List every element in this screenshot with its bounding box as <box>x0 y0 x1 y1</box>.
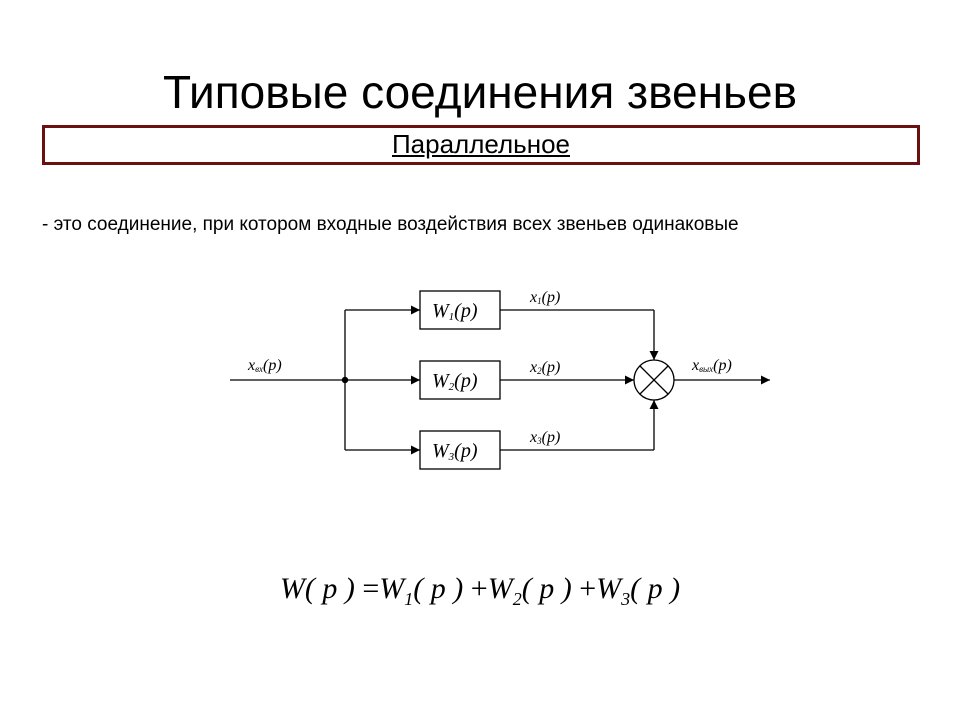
svg-text:xвых(p): xвых(p) <box>691 357 732 374</box>
subtitle-frame: Параллельное <box>42 125 920 165</box>
transfer-function-formula: W( p ) =W1( p ) +W2( p ) +W3( p ) <box>0 572 960 610</box>
svg-text:x2(p): x2(p) <box>529 359 560 376</box>
description-text: - это соединение, при котором входные во… <box>42 214 739 236</box>
block-diagram-svg: W1(p) x1(p) W2(p) x2(p) W3(p) x3(p) xвх(p) xвых… <box>210 265 780 495</box>
svg-text:x3(p): x3(p) <box>529 429 560 446</box>
svg-text:W1(p): W1(p) <box>432 300 478 323</box>
svg-text:x1(p): x1(p) <box>529 289 560 306</box>
page-title: Типовые соединения звеньев <box>0 65 960 119</box>
subtitle-text: Параллельное <box>392 129 570 160</box>
svg-text:W3(p): W3(p) <box>432 440 478 463</box>
svg-text:xвх(p): xвх(p) <box>247 357 282 374</box>
svg-text:W2(p): W2(p) <box>432 370 478 393</box>
block-diagram: W1(p) x1(p) W2(p) x2(p) W3(p) x3(p) xвх(p) xвых… <box>210 265 780 495</box>
